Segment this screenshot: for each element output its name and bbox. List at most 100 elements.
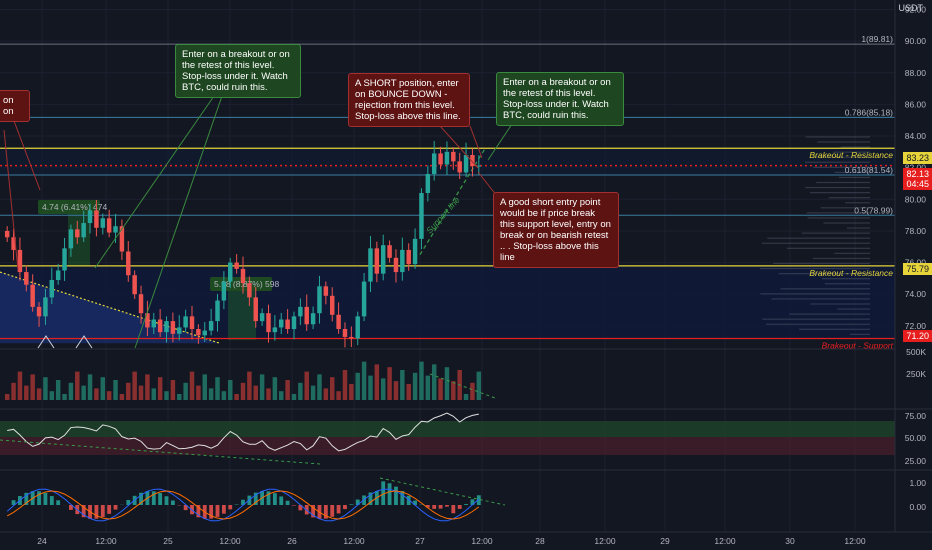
- macd-bar-69: [445, 505, 449, 507]
- candle-58: [374, 241, 380, 283]
- profile-bar: [810, 303, 870, 305]
- vol-bar-32: [208, 388, 214, 400]
- vol-bar-69: [444, 367, 450, 400]
- candle-48: [310, 306, 316, 330]
- macd-bar-74: [476, 495, 481, 505]
- macd-bar-56: [362, 495, 367, 505]
- candle-41: [266, 304, 271, 343]
- profile-bar: [813, 166, 870, 168]
- signal-line: [6, 490, 480, 520]
- body: [419, 192, 424, 239]
- fib-label-2: 0.618(81.54): [845, 165, 893, 175]
- vol-bar-63: [406, 384, 411, 400]
- candle-32: [208, 308, 214, 336]
- time-tick-4: 26: [287, 536, 297, 546]
- vol-bar-33: [215, 377, 220, 400]
- macd-bar-57: [368, 492, 373, 505]
- candle-18: [119, 219, 125, 261]
- body: [68, 229, 74, 249]
- body: [412, 238, 418, 265]
- vol-bar-26: [170, 380, 176, 400]
- candle-56: [361, 273, 367, 322]
- vol-bar-57: [368, 375, 373, 400]
- vol-bar-50: [323, 388, 329, 400]
- vol-bar-72: [463, 394, 469, 400]
- profile-bar: [773, 262, 870, 265]
- time-tick-0: 24: [37, 536, 47, 546]
- annotation-short-1: A SHORT position, enter on BOUNCE DOWN -…: [348, 73, 470, 127]
- candle-4: [30, 274, 35, 312]
- vol-bar-51: [329, 377, 335, 400]
- profile-bar: [766, 323, 870, 325]
- vol-tick-1: 250K: [906, 369, 926, 379]
- body: [317, 286, 322, 314]
- vol-bar-30: [196, 385, 201, 400]
- macd-bar-32: [209, 505, 214, 519]
- candle-9: [62, 237, 67, 281]
- body: [11, 237, 16, 250]
- body: [177, 327, 182, 334]
- profile-bar: [817, 141, 870, 143]
- vol-bar-35: [228, 380, 233, 400]
- candle-23: [151, 312, 157, 335]
- profile-bar: [812, 257, 870, 260]
- tag-resistance-1: 83.23: [903, 152, 932, 164]
- candle-10: [68, 224, 74, 257]
- body: [380, 245, 386, 274]
- macd-bar-16: [107, 505, 112, 514]
- vol-tick-0: 500K: [906, 347, 926, 357]
- price-tick-10: 72.00: [905, 321, 927, 331]
- macd-bar-62: [400, 490, 405, 505]
- vol-bar-44: [285, 380, 290, 400]
- body: [49, 279, 55, 298]
- vol-bar-24: [157, 377, 163, 400]
- body: [126, 251, 131, 276]
- macd-line: [6, 488, 480, 522]
- body: [323, 286, 329, 296]
- time-tick-6: 27: [415, 536, 425, 546]
- vol-bar-13: [87, 374, 93, 400]
- macd-bar-8: [56, 500, 61, 505]
- marker-a: [37, 335, 55, 349]
- macd-bar-54: [349, 504, 354, 505]
- vol-bar-14: [94, 388, 99, 400]
- macd-bar-28: [183, 505, 188, 511]
- vol-bar-37: [240, 382, 246, 400]
- body: [17, 249, 23, 273]
- body: [132, 275, 137, 295]
- macd-bar-59: [381, 481, 386, 505]
- candle-11: [75, 220, 80, 244]
- vol-bar-67: [431, 364, 437, 400]
- vol-bar-40: [259, 374, 265, 400]
- body: [355, 316, 360, 339]
- profile-bar: [824, 283, 870, 285]
- macd-bar-50: [323, 505, 328, 519]
- profile-bar: [767, 237, 870, 239]
- vol-bar-64: [412, 372, 418, 400]
- vol-bar-38: [247, 371, 252, 400]
- body: [234, 262, 239, 269]
- body: [87, 210, 93, 224]
- macd-bar-17: [113, 505, 118, 510]
- macd-bar-34: [221, 505, 226, 514]
- profile-bar: [805, 136, 870, 138]
- macd-bar-43: [279, 496, 284, 505]
- profile-bar: [810, 192, 870, 194]
- vol-bar-29: [189, 371, 195, 400]
- marker-b: [75, 335, 93, 349]
- vol-bar-10: [68, 382, 74, 400]
- macd-bar-14: [94, 505, 99, 519]
- time-tick-8: 28: [535, 536, 545, 546]
- macd-bar-72: [464, 504, 468, 505]
- profile-bar: [807, 217, 870, 219]
- macd-bar-67: [432, 505, 437, 509]
- profile-bar: [816, 181, 870, 184]
- macd-bar-45: [292, 505, 296, 506]
- candle-24: [157, 309, 163, 337]
- candle-16: [106, 209, 112, 238]
- macd-bar-68: [438, 505, 443, 509]
- macd-bar-35: [228, 505, 233, 510]
- vol-bar-55: [355, 372, 360, 400]
- body: [106, 218, 112, 233]
- candle-47: [304, 294, 309, 331]
